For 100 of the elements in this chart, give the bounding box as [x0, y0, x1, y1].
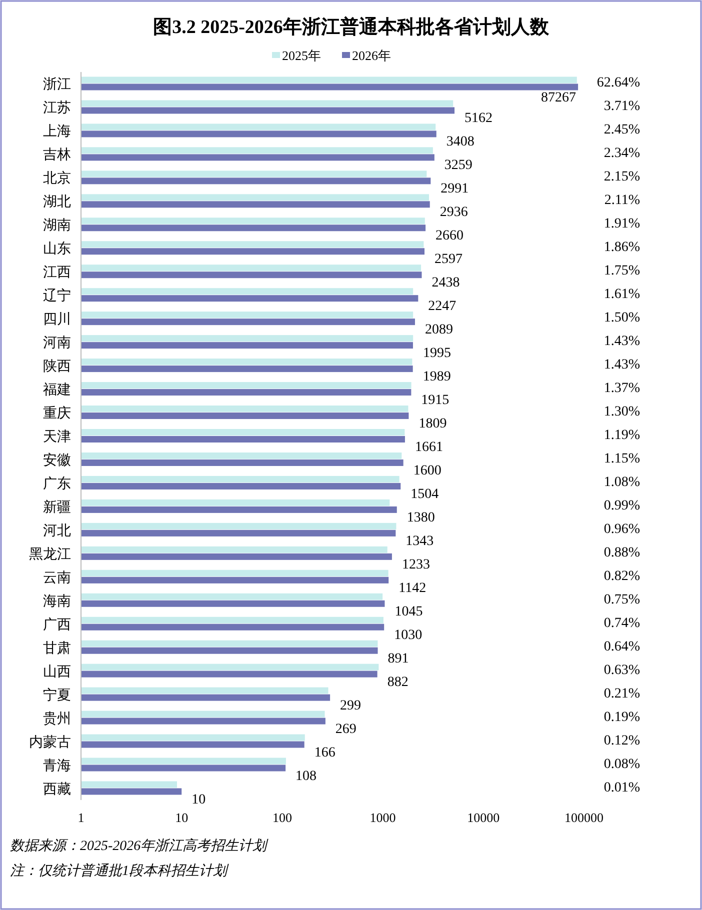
data-label: 2438 [432, 276, 460, 291]
y-tick-label: 山东 [43, 241, 71, 258]
x-tick-label: 1000 [370, 810, 396, 825]
data-label: 2597 [434, 252, 462, 268]
y-tick-label: 江西 [43, 264, 71, 281]
text: 0.99% [604, 498, 640, 514]
text: 0.63% [604, 662, 640, 678]
data-label: 1600 [413, 463, 442, 478]
text: 1.19% [604, 428, 640, 443]
data-label: 1045 [394, 604, 423, 620]
y-tick-label: 海南 [43, 593, 71, 610]
text: 1.08% [604, 474, 640, 490]
data-label: 1030 [394, 628, 422, 643]
text: 1.43% [604, 358, 640, 373]
data-label: 269 [335, 722, 356, 737]
y-tick-label: 福建 [43, 382, 71, 398]
y-tick-label: 重庆 [43, 406, 71, 422]
data-label: 299 [340, 698, 362, 714]
x-tick-label: 1 [78, 810, 84, 825]
data-label: 1989 [422, 370, 451, 385]
data-label: 2660 [436, 228, 464, 244]
y-tick-label: 贵州 [43, 710, 71, 727]
x-tick-label: 10000 [467, 810, 500, 825]
text: 1.91% [604, 216, 640, 232]
legend-label: 2026年 [352, 48, 391, 63]
data-label: 2936 [440, 205, 468, 220]
text: 1.61% [604, 287, 640, 302]
y-tick-label: 陕西 [43, 358, 71, 375]
text: 0.01% [604, 780, 640, 796]
y-tick-label: 西藏 [43, 781, 71, 798]
source-note: 数据来源：2025-2026年浙江高考招生计划 [10, 838, 269, 854]
y-tick-label: 吉林 [43, 147, 71, 164]
data-label: 1915 [421, 393, 450, 408]
text: 0.08% [604, 756, 640, 772]
y-tick-label: 河南 [43, 335, 71, 352]
y-tick-label: 青海 [43, 758, 71, 774]
text: 0.74% [604, 616, 640, 631]
data-label: 87267 [541, 90, 576, 106]
text: 1.43% [604, 334, 640, 350]
chart-title: 图3.2 2025-2026年浙江普通本科批各省计划人数 [153, 16, 550, 38]
text: 1.75% [604, 264, 640, 279]
data-label: 1343 [406, 534, 434, 549]
y-tick-label: 山西 [43, 664, 71, 680]
text: 3.71% [604, 99, 640, 114]
y-tick-label: 内蒙古 [29, 734, 71, 750]
data-label: 1380 [406, 510, 435, 526]
data-label: 166 [314, 745, 336, 760]
y-tick-label: 江苏 [43, 100, 71, 116]
y-tick-label: 浙江 [43, 76, 71, 93]
legend-label: 2025年 [282, 48, 321, 63]
text: 0.64% [604, 639, 640, 654]
text: 注：仅统计普通批1段本科招生计划 [10, 862, 229, 879]
data-label: 1142 [398, 580, 426, 596]
data-label: 882 [387, 674, 408, 690]
y-tick-label: 天津 [43, 429, 71, 445]
text: 0.19% [604, 710, 640, 725]
text: 0.88% [604, 545, 640, 560]
data-label: 1995 [422, 346, 451, 362]
data-label: 10 [192, 792, 206, 808]
y-tick-label: 四川 [43, 312, 71, 328]
text: 2.11% [604, 193, 640, 208]
y-tick-label: 广西 [43, 616, 71, 633]
data-label: 891 [388, 651, 409, 666]
data-label: 3259 [444, 158, 472, 174]
text: 2.34% [604, 146, 640, 162]
x-tick-label: 100000 [564, 810, 604, 825]
text: 62.64% [596, 76, 640, 91]
y-tick-label: 甘肃 [43, 640, 71, 656]
data-label: 2089 [424, 322, 453, 338]
y-tick-label: 广东 [43, 476, 71, 492]
text: 2.45% [604, 122, 640, 138]
y-tick-label: 河北 [43, 522, 71, 539]
data-label: 2991 [440, 182, 469, 197]
text: 0.75% [604, 592, 640, 608]
text: 1.15% [604, 451, 640, 466]
data-label: 1809 [418, 416, 447, 432]
data-label: 5162 [464, 111, 493, 126]
text: 1.86% [604, 240, 640, 256]
data-label: 108 [296, 768, 317, 784]
y-tick-label: 湖南 [43, 218, 71, 234]
text: 2.15% [604, 170, 640, 185]
data-label: 1661 [414, 440, 443, 455]
y-tick-label: 安徽 [43, 452, 71, 468]
data-label: 1504 [410, 486, 439, 502]
text: 0.12% [604, 733, 640, 748]
text: 1.37% [604, 381, 640, 396]
y-tick-label: 宁夏 [43, 687, 71, 704]
y-tick-label: 云南 [43, 570, 71, 586]
y-tick-label: 新疆 [43, 499, 71, 516]
y-tick-label: 北京 [43, 170, 71, 187]
x-tick-label: 100 [272, 810, 292, 825]
text: 1.50% [604, 310, 640, 326]
y-tick-label: 黑龙江 [29, 546, 71, 562]
x-tick-label: 10 [175, 810, 188, 825]
data-label: 1233 [402, 557, 430, 572]
y-tick-label: 湖北 [43, 194, 71, 210]
data-label: 3408 [446, 134, 474, 150]
text: 0.21% [604, 686, 640, 702]
y-tick-label: 辽宁 [43, 288, 71, 304]
text: 0.96% [604, 522, 640, 537]
